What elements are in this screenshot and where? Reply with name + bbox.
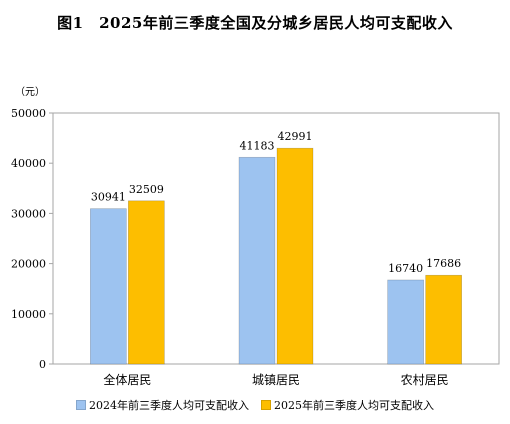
legend: 2024年前三季度人均可支配收入 2025年前三季度人均可支配收入 <box>0 397 510 413</box>
bar <box>90 208 127 365</box>
legend-swatch-2025 <box>261 400 271 410</box>
x-tick-label: 全体居民 <box>103 372 151 387</box>
x-tick-label: 城镇居民 <box>252 373 300 387</box>
y-tick-label: 20000 <box>11 258 46 271</box>
y-tick-label: 30000 <box>11 207 46 220</box>
bar-value-label: 16740 <box>388 262 423 275</box>
bar <box>276 147 314 365</box>
legend-label-2024: 2024年前三季度人均可支配收入 <box>89 399 249 412</box>
x-tick-label: 农村居民 <box>401 373 449 387</box>
bar-value-label: 32509 <box>129 183 164 196</box>
plot-area <box>52 112 500 365</box>
y-tick-label: 40000 <box>11 157 46 170</box>
legend-item-2025: 2025年前三季度人均可支配收入 <box>261 397 434 413</box>
legend-item-2024: 2024年前三季度人均可支配收入 <box>76 397 249 413</box>
y-tick-label: 0 <box>39 358 46 371</box>
bar <box>128 200 165 365</box>
legend-label-2025: 2025年前三季度人均可支配收入 <box>274 399 434 412</box>
y-unit-label: （元） <box>15 86 45 98</box>
bar-value-label: 41183 <box>240 139 275 152</box>
bar-value-label: 17686 <box>426 257 461 270</box>
chart-title: 图1 2025年前三季度全国及分城乡居民人均可支配收入 <box>57 14 453 32</box>
bar-value-label: 42991 <box>278 130 313 143</box>
x-axis: 全体居民 城镇居民 农村居民 <box>103 372 448 387</box>
bar-value-label: 30941 <box>91 191 126 204</box>
bar <box>387 279 424 365</box>
y-axis: 0 10000 20000 30000 40000 50000 <box>11 107 53 371</box>
y-tick-label: 10000 <box>11 308 46 321</box>
y-tick-label: 50000 <box>11 107 46 120</box>
bar <box>238 156 276 365</box>
legend-swatch-2024 <box>76 400 86 410</box>
bar <box>425 274 462 365</box>
